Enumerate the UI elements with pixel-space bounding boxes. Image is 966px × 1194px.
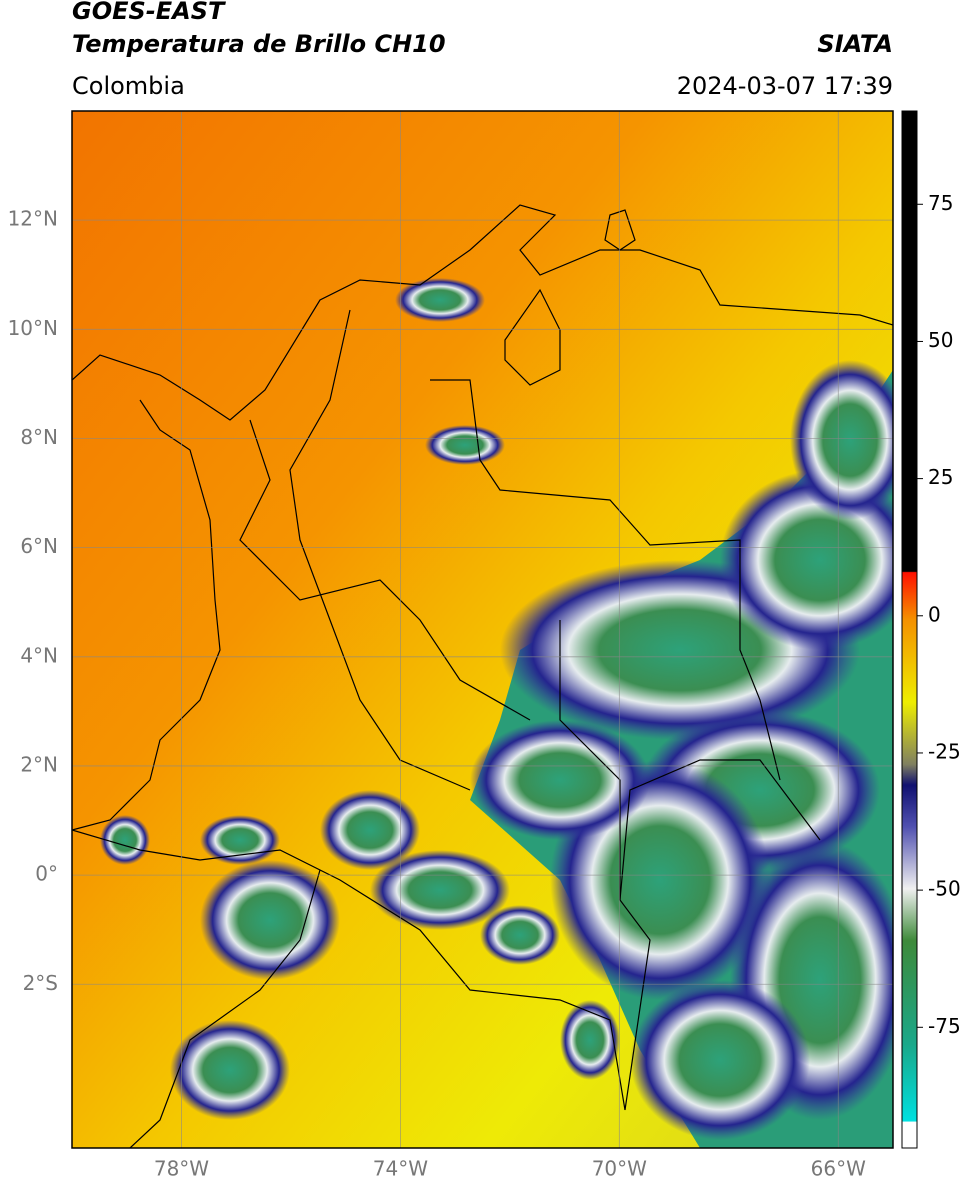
lat-tick-label: 2°N: [20, 752, 58, 776]
lon-tick-label: 78°W: [154, 1157, 209, 1181]
lon-tick-label: 70°W: [592, 1157, 647, 1181]
source: SIATA: [817, 30, 893, 58]
region: Colombia: [72, 72, 185, 100]
colorbar-tick-label: -75: [928, 1014, 961, 1038]
colorbar-tick-label: 50: [928, 328, 953, 352]
lat-tick-label: 12°N: [8, 207, 58, 231]
colorbar-tick-label: 75: [928, 191, 953, 215]
lat-tick-label: 8°N: [20, 425, 58, 449]
map-image: [72, 111, 893, 1148]
satellite: GOES-EAST: [72, 0, 226, 25]
colorbar-tick-label: 0: [928, 602, 941, 626]
lat-tick-label: 4°N: [20, 643, 58, 667]
graticule: [72, 111, 893, 1148]
map-frame: [71, 110, 894, 1149]
lat-tick-label: 10°N: [8, 316, 58, 340]
lon-tick-label: 66°W: [811, 1157, 866, 1181]
colorbar: [901, 110, 918, 1149]
product: Temperatura de Brillo CH10: [72, 30, 446, 58]
timestamp: 2024-03-07 17:39: [677, 72, 893, 100]
lon-tick-label: 74°W: [373, 1157, 428, 1181]
colorbar-tick-label: -25: [928, 739, 961, 763]
lat-tick-label: 6°N: [20, 534, 58, 558]
lat-tick-label: 0°: [35, 862, 58, 886]
colorbar-tick-label: 25: [928, 465, 953, 489]
lat-tick-label: 2°S: [23, 971, 58, 995]
colorbar-tick-label: -50: [928, 877, 961, 901]
